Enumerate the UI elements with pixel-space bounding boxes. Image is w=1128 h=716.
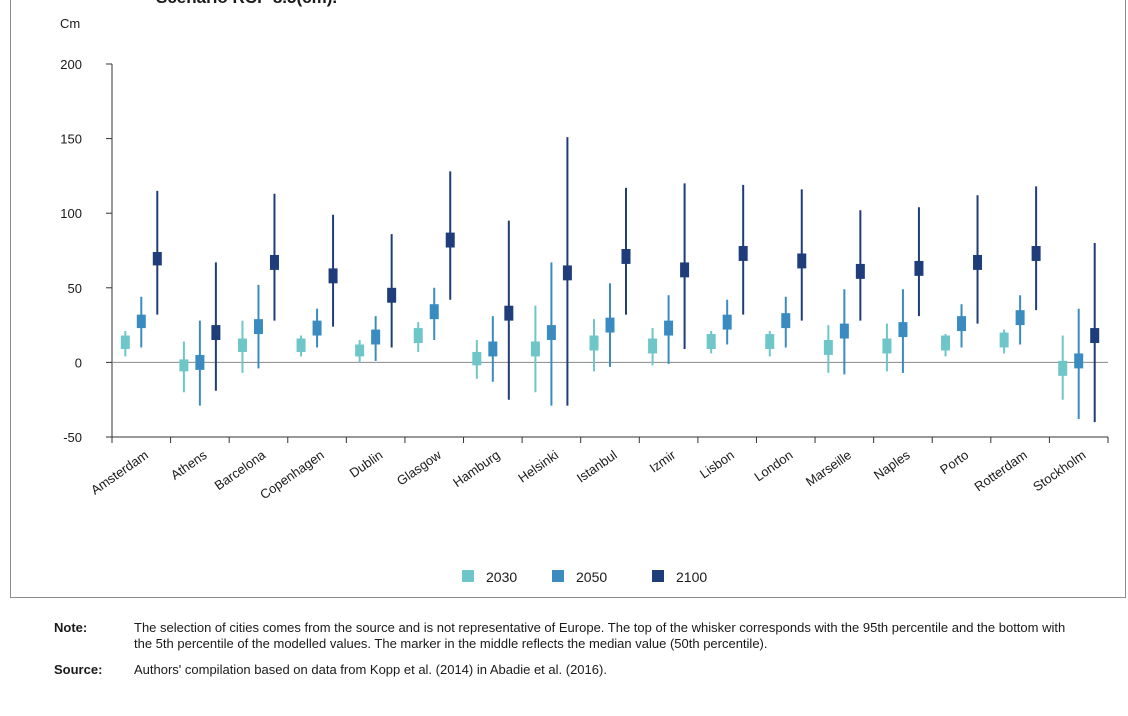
median-marker-2050 <box>722 314 732 330</box>
chart-axes: -50 0 50 100 150 200 <box>60 57 1109 445</box>
median-marker-2030 <box>237 338 247 352</box>
x-tick-label: Glasgow <box>394 447 445 489</box>
median-marker-2030 <box>882 338 892 354</box>
median-marker-2050 <box>1074 353 1084 369</box>
x-tick-label: Marseille <box>803 447 854 489</box>
x-tick-label: Lisbon <box>697 447 737 481</box>
note-label: Note: <box>54 620 88 635</box>
x-tick-label: Istanbul <box>574 447 620 485</box>
source-text: Authors' compilation based on data from … <box>134 662 607 677</box>
median-marker-2100 <box>269 254 279 270</box>
legend-label-2030: 2030 <box>486 569 517 585</box>
x-tick-label: London <box>751 447 795 484</box>
legend-label-2100: 2100 <box>676 569 707 585</box>
median-marker-2030 <box>765 334 775 349</box>
median-marker-2050 <box>371 329 381 345</box>
median-marker-2050 <box>546 325 556 341</box>
y-unit-label: Cm <box>60 16 80 31</box>
figure-frame <box>10 0 1126 598</box>
median-marker-2030 <box>999 332 1009 348</box>
median-marker-2030 <box>823 340 833 355</box>
x-tick-label: Helsinki <box>515 447 561 485</box>
median-marker-2100 <box>680 262 690 278</box>
note-text: The selection of cities comes from the s… <box>134 620 1066 651</box>
median-marker-2100 <box>914 260 924 276</box>
chart-marks <box>120 137 1100 423</box>
median-marker-2100 <box>562 265 572 281</box>
median-marker-2100 <box>211 325 221 341</box>
note-row: Note: The selection of cities comes from… <box>54 620 1074 652</box>
median-marker-2030 <box>179 359 189 372</box>
x-tick-label: Hamburg <box>450 447 502 490</box>
y-tick-label: 0 <box>75 355 82 370</box>
median-marker-2050 <box>605 317 615 333</box>
y-tick-label: 50 <box>68 281 82 296</box>
median-marker-2050 <box>898 322 908 338</box>
legend-swatch-2030 <box>462 570 474 582</box>
x-tick-label: Naples <box>871 447 913 483</box>
y-tick-label: 150 <box>60 132 82 147</box>
median-marker-2030 <box>413 328 423 344</box>
median-marker-2030 <box>296 338 306 352</box>
median-marker-2030 <box>530 341 540 357</box>
figure-notes: Note: The selection of cities comes from… <box>54 620 1074 688</box>
x-tick-label: Dublin <box>347 447 386 480</box>
y-tick-label: 200 <box>60 57 82 72</box>
median-marker-2100 <box>152 251 162 266</box>
sea-level-chart: Cm -50 0 50 100 150 200 Amsterdam Athens Barcel… <box>60 16 1109 585</box>
median-marker-2050 <box>136 314 146 329</box>
median-marker-2100 <box>328 268 338 284</box>
median-marker-2030 <box>589 335 599 351</box>
legend-label-2050: 2050 <box>576 569 607 585</box>
median-marker-2100 <box>1031 246 1041 261</box>
y-tick-label: 100 <box>60 206 82 221</box>
legend-swatch-2050 <box>552 570 564 582</box>
median-marker-2100 <box>797 253 807 269</box>
median-marker-2030 <box>472 351 482 366</box>
chart-title-partial: Scenario RCP 8.5(cm). <box>156 0 337 8</box>
median-marker-2030 <box>941 335 951 351</box>
chart-legend: 2030 2050 2100 <box>462 569 707 585</box>
source-label: Source: <box>54 662 103 677</box>
x-tick-label: Athens <box>168 447 210 483</box>
legend-swatch-2100 <box>652 570 664 582</box>
median-marker-2100 <box>855 263 865 279</box>
x-tick-label: Porto <box>937 447 971 477</box>
median-marker-2100 <box>738 246 748 261</box>
median-marker-2050 <box>195 354 205 370</box>
median-marker-2100 <box>973 254 983 270</box>
y-tick-label: -50 <box>63 430 82 445</box>
median-marker-2050 <box>781 313 791 329</box>
median-marker-2050 <box>1015 310 1025 326</box>
median-marker-2100 <box>387 287 397 303</box>
x-tick-label: Stockholm <box>1030 447 1088 494</box>
median-marker-2030 <box>1058 360 1068 376</box>
median-marker-2050 <box>312 320 322 336</box>
median-marker-2100 <box>621 249 631 264</box>
median-marker-2100 <box>445 232 455 248</box>
median-marker-2050 <box>253 319 263 335</box>
x-tick-label: Amsterdam <box>88 447 151 497</box>
median-marker-2100 <box>504 305 514 321</box>
median-marker-2030 <box>120 335 130 349</box>
x-tick-label: Copenhagen <box>257 447 327 502</box>
x-tick-label: Barcelona <box>212 447 269 493</box>
source-row: Source: Authors' compilation based on da… <box>54 662 1074 678</box>
median-marker-2030 <box>648 338 658 354</box>
median-marker-2050 <box>839 323 849 339</box>
median-marker-2050 <box>488 341 498 357</box>
x-tick-label: Izmir <box>647 447 679 476</box>
median-marker-2030 <box>706 334 716 349</box>
median-marker-2050 <box>664 320 674 336</box>
median-marker-2100 <box>1090 328 1100 344</box>
x-tick-label: Rotterdam <box>972 447 1030 494</box>
median-marker-2030 <box>355 344 365 357</box>
median-marker-2050 <box>429 304 439 320</box>
median-marker-2050 <box>957 316 967 332</box>
